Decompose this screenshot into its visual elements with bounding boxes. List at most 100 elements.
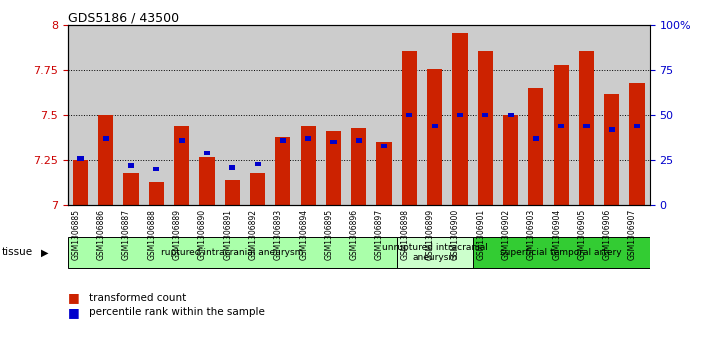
Bar [406,113,413,117]
Bar [301,126,316,205]
Bar [250,173,265,205]
Bar [255,162,261,166]
FancyBboxPatch shape [68,237,397,268]
Bar [432,124,438,128]
Bar [128,163,134,168]
Bar [422,25,448,205]
Text: GSM1306902: GSM1306902 [502,209,511,260]
Bar [478,50,493,205]
Bar [220,25,245,205]
Bar [276,137,291,205]
Text: GDS5186 / 43500: GDS5186 / 43500 [68,11,179,24]
Bar [351,128,366,205]
Text: GSM1306903: GSM1306903 [527,209,536,260]
Bar [427,69,442,205]
Bar [558,124,564,128]
Text: GSM1306905: GSM1306905 [578,209,586,260]
Bar [528,88,543,205]
Text: tissue: tissue [2,247,34,257]
Bar [144,25,169,205]
Text: ■: ■ [68,291,79,304]
Text: ▶: ▶ [41,247,49,257]
Text: GSM1306886: GSM1306886 [97,209,106,260]
Bar [625,25,650,205]
Text: ruptured intracranial aneurysm: ruptured intracranial aneurysm [161,248,303,257]
FancyBboxPatch shape [473,237,650,268]
Bar [103,136,109,141]
Text: GSM1306894: GSM1306894 [299,209,308,260]
Text: superficial temporal artery: superficial temporal artery [501,248,622,257]
Bar [402,50,417,205]
Bar [553,65,569,205]
Bar [482,113,488,117]
Text: GSM1306896: GSM1306896 [350,209,359,260]
Text: GSM1306901: GSM1306901 [476,209,486,260]
Text: GSM1306889: GSM1306889 [173,209,181,260]
Bar [583,124,590,128]
Bar [331,140,336,144]
Bar [473,25,498,205]
Bar [124,173,139,205]
Bar [376,142,392,205]
Bar [154,167,159,171]
Bar [397,25,422,205]
Bar [169,25,194,205]
Text: percentile rank within the sample: percentile rank within the sample [89,307,265,317]
Text: unruptured intracranial
aneurysm: unruptured intracranial aneurysm [382,242,488,262]
Bar [448,25,473,205]
Bar [609,127,615,132]
Bar [73,160,88,205]
Text: GSM1306907: GSM1306907 [628,209,637,260]
Bar [178,138,185,143]
Bar [204,151,210,155]
Bar [356,138,362,143]
Bar [346,25,371,205]
Bar [533,136,539,141]
Bar [326,131,341,205]
Bar [229,165,236,170]
Bar [245,25,270,205]
Bar [503,115,518,205]
Text: GSM1306899: GSM1306899 [426,209,435,260]
Bar [321,25,346,205]
Text: GSM1306893: GSM1306893 [274,209,283,260]
Bar [574,25,599,205]
Text: ■: ■ [68,306,79,319]
Text: GSM1306891: GSM1306891 [223,209,232,260]
Bar [194,25,220,205]
Bar [93,25,119,205]
Bar [99,115,114,205]
Bar [68,25,93,205]
Bar [579,50,594,205]
Bar [280,138,286,143]
Text: GSM1306888: GSM1306888 [147,209,156,260]
Text: GSM1306887: GSM1306887 [122,209,131,260]
Bar [149,182,164,205]
Bar [604,94,619,205]
Text: GSM1306895: GSM1306895 [324,209,333,260]
Bar [599,25,625,205]
Bar [199,156,215,205]
Bar [305,136,311,141]
Bar [634,124,640,128]
Text: GSM1306890: GSM1306890 [198,209,207,260]
Text: GSM1306897: GSM1306897 [375,209,384,260]
Text: GSM1306904: GSM1306904 [552,209,561,260]
Text: GSM1306892: GSM1306892 [248,209,258,260]
Bar [77,156,84,160]
Bar [174,126,189,205]
Bar [498,25,523,205]
Bar [296,25,321,205]
Text: GSM1306906: GSM1306906 [603,209,612,260]
Text: transformed count: transformed count [89,293,186,303]
Bar [523,25,548,205]
Bar [119,25,144,205]
Bar [270,25,296,205]
Bar [508,113,513,117]
Bar [381,144,387,148]
Text: GSM1306898: GSM1306898 [401,209,409,260]
FancyBboxPatch shape [397,237,473,268]
Bar [453,33,468,205]
Text: GSM1306885: GSM1306885 [71,209,81,260]
Bar [225,180,240,205]
